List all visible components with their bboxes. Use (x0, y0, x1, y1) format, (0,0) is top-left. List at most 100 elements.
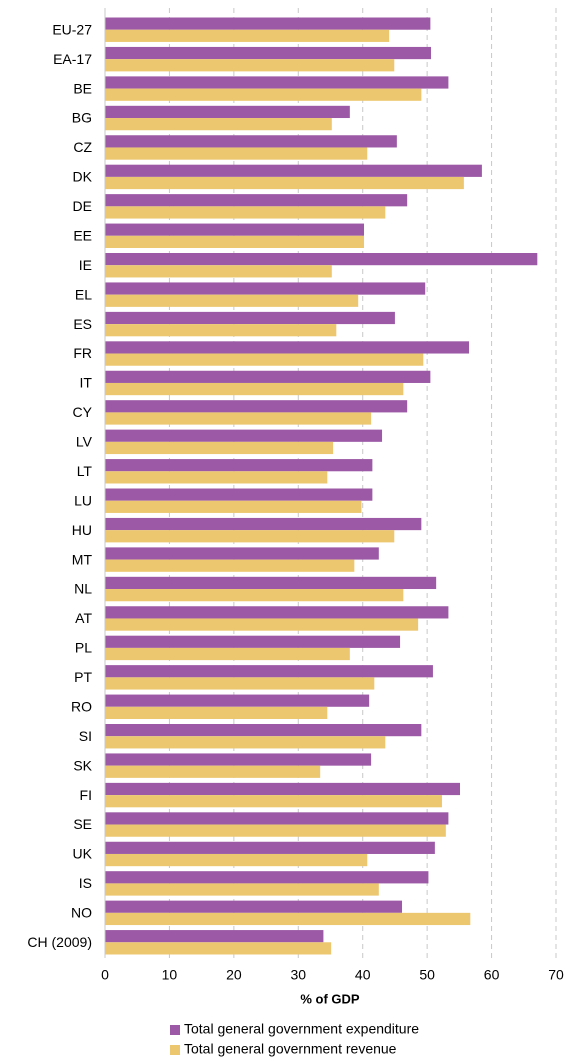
bar (105, 812, 449, 825)
bar (105, 736, 386, 749)
y-tick-label: CZ (73, 139, 92, 155)
y-tick-label: FI (80, 787, 92, 803)
bar (105, 135, 397, 148)
bar (105, 176, 464, 190)
x-tick-label: 10 (162, 967, 178, 983)
y-tick-label: BE (73, 80, 92, 96)
x-tick-label: 70 (548, 967, 564, 983)
bar (105, 883, 379, 896)
bar (105, 665, 433, 678)
bar (105, 282, 426, 295)
bar (105, 223, 365, 236)
bar (105, 488, 373, 501)
bar (105, 618, 419, 631)
y-tick-label: LU (74, 492, 92, 508)
bar (105, 382, 404, 396)
bar (105, 311, 395, 325)
bar (105, 353, 424, 366)
bar (105, 753, 372, 766)
y-tick-label: PT (74, 669, 92, 685)
bar (105, 795, 442, 808)
y-tick-label: IT (80, 375, 93, 391)
bar (105, 500, 362, 513)
y-tick-label: MT (72, 551, 93, 567)
y-tick-label: IE (79, 257, 92, 273)
y-tick-label: CY (73, 404, 93, 420)
x-tick-label: 60 (484, 967, 500, 983)
bar (105, 547, 379, 560)
y-tick-label: DE (73, 198, 92, 214)
y-tick-label: DK (73, 169, 93, 185)
bar (105, 206, 386, 219)
bar (105, 370, 431, 383)
y-tick-label: SE (73, 816, 92, 832)
bar (105, 46, 432, 60)
y-tick-label: LT (77, 463, 93, 479)
y-tick-label: LV (76, 434, 93, 450)
bar (105, 900, 403, 913)
bar (105, 824, 446, 837)
y-tick-label: SI (79, 728, 92, 744)
bar (105, 841, 435, 854)
bar (105, 400, 408, 413)
bar (105, 164, 482, 177)
x-tick-label: 50 (419, 967, 435, 983)
bar (105, 589, 404, 602)
y-tick-label: PL (75, 640, 92, 656)
y-tick-label: EE (73, 227, 92, 243)
bar (105, 253, 538, 266)
bar (105, 194, 408, 207)
bar (105, 471, 328, 484)
bar (105, 647, 350, 661)
bar (105, 88, 422, 101)
bar (105, 559, 355, 572)
bar (105, 765, 321, 778)
y-tick-label: EL (75, 286, 92, 302)
y-tick-label: FR (73, 345, 92, 361)
bar (105, 59, 395, 72)
bar (105, 105, 350, 119)
bar (105, 294, 359, 307)
bar (105, 118, 332, 131)
bar (105, 724, 422, 737)
bar (105, 530, 395, 543)
bar (105, 912, 471, 926)
x-tick-label: 0 (101, 967, 109, 983)
bar (105, 235, 365, 248)
bar (105, 76, 449, 89)
y-tick-label: CH (2009) (27, 934, 92, 950)
y-tick-label: EA-17 (53, 51, 92, 67)
bar (105, 606, 449, 619)
bar (105, 853, 368, 867)
bar (105, 576, 437, 590)
bar (105, 871, 429, 884)
y-tick-label: EU-27 (52, 21, 92, 37)
y-tick-label: RO (71, 698, 92, 714)
bar (105, 429, 383, 442)
y-tick-label: NO (71, 905, 92, 921)
bar (105, 441, 334, 455)
bar (105, 412, 372, 425)
bar (105, 324, 337, 337)
legend-swatch (170, 1045, 180, 1055)
bar (105, 942, 332, 955)
bar (105, 17, 431, 30)
legend-label: Total general government expenditure (184, 1021, 419, 1037)
y-tick-label: HU (72, 522, 92, 538)
y-tick-label: BG (72, 110, 92, 126)
bar (105, 341, 470, 354)
y-tick-label: UK (73, 846, 93, 862)
y-tick-label: SK (73, 757, 92, 773)
bar (105, 635, 401, 648)
y-tick-label: NL (74, 581, 92, 597)
bar (105, 782, 461, 796)
y-tick-label: ES (73, 316, 92, 332)
bar (105, 677, 375, 690)
y-tick-label: AT (75, 610, 92, 626)
y-tick-label: IS (79, 875, 92, 891)
legend-swatch (170, 1025, 180, 1035)
bar (105, 517, 422, 531)
bar (105, 265, 332, 278)
bar (105, 459, 373, 472)
